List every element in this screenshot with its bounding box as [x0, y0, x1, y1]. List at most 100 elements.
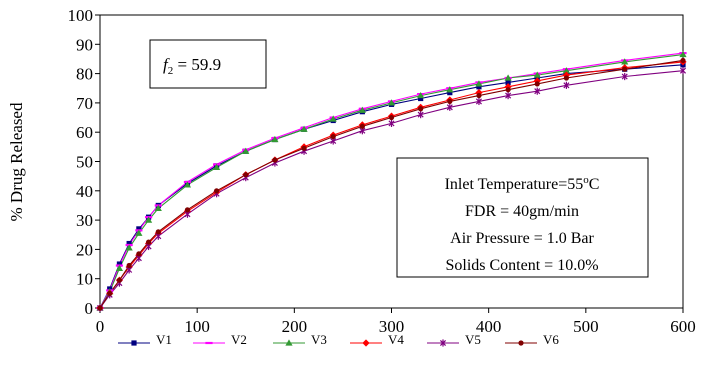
data-point-v6: [97, 305, 103, 311]
legend-label-v1: V1: [156, 332, 172, 347]
data-point-v6: [301, 145, 307, 151]
data-point-v3: [144, 216, 153, 223]
data-point-v5: [563, 81, 570, 89]
data-point-v1: [126, 240, 132, 247]
legend-marker-v5: [439, 339, 447, 347]
data-point-v5: [679, 67, 687, 75]
y-tick-label: 50: [76, 153, 93, 172]
f2-symbol: f: [163, 55, 170, 74]
data-point-v6: [563, 75, 570, 81]
y-tick-label: 80: [76, 65, 93, 84]
data-point-v5: [475, 97, 482, 106]
data-point-v6: [680, 57, 686, 64]
x-tick-label: 500: [573, 317, 599, 336]
data-point-v1: [447, 90, 453, 96]
f2-subscript: 2: [168, 65, 174, 77]
data-point-v6: [272, 157, 278, 163]
data-point-v1: [136, 226, 142, 232]
data-point-v3: [154, 204, 162, 211]
data-point-v5: [621, 72, 628, 81]
data-point-v6: [184, 207, 191, 213]
data-point-v3: [504, 74, 512, 81]
y-axis-title: % Drug Released: [7, 102, 26, 221]
conditions-annotation-box: Inlet Temperature=55oC FDR = 40gm/min Ai…: [396, 157, 649, 278]
data-point-v6: [214, 188, 220, 194]
x-tick-label: 600: [670, 317, 696, 336]
y-axis-title-group: % Drug Released: [7, 102, 26, 221]
data-point-v1: [476, 84, 482, 90]
data-point-v3: [329, 115, 337, 122]
data-point-v3: [115, 264, 124, 272]
legend-marker-v6: [518, 340, 524, 346]
axis-ticks: 0 100 200 300 400 500 600 0 10 20 30 40 50 60 70 80 90 10…: [68, 6, 696, 336]
legend-marker-v3: [285, 339, 293, 346]
y-tick-label: 30: [76, 211, 93, 230]
data-point-v6: [330, 133, 336, 140]
condition-air-pressure: Air Pressure = 1.0 Bar: [450, 230, 594, 247]
data-point-v3: [417, 91, 425, 99]
data-point-v1: [505, 79, 511, 85]
data-point-v6: [388, 114, 395, 121]
data-point-v3: [387, 99, 396, 106]
data-point-v3: [183, 181, 192, 188]
y-tick-label: 60: [76, 123, 93, 142]
data-point-v3: [358, 106, 366, 113]
y-tick-label: 10: [76, 270, 93, 289]
f2-annotation-box: f2 = 59.9: [149, 39, 267, 89]
y-tick-label: 0: [85, 299, 94, 318]
data-point-v6: [145, 239, 152, 245]
data-point-v6: [116, 277, 123, 283]
data-point-v6: [505, 87, 511, 93]
data-point-v6: [126, 262, 132, 269]
legend-label-v5: V5: [465, 332, 481, 347]
y-tick-label: 70: [76, 94, 93, 113]
data-point-v3: [446, 86, 454, 93]
data-point-v5: [534, 87, 541, 95]
data-point-v5: [446, 103, 453, 111]
data-point-v3: [125, 244, 133, 251]
legend-marker-v4: [362, 339, 370, 347]
data-point-v6: [622, 66, 628, 72]
data-point-v6: [243, 172, 249, 178]
legend-label-v2: V2: [231, 332, 247, 347]
x-tick-label: 400: [476, 317, 502, 336]
x-tick-label: 100: [184, 317, 210, 336]
data-point-v3: [300, 125, 308, 132]
data-point-v1: [418, 95, 424, 102]
data-point-v5: [388, 119, 395, 128]
condition-inlet-temperature: Inlet Temperature=55oC: [445, 174, 600, 193]
data-point-v6: [107, 290, 113, 296]
condition-inlet-temperature-text: Inlet Temperature=55: [445, 176, 584, 193]
legend: V1 V2 V3 V4 V5 V6: [118, 332, 559, 347]
data-point-v1: [116, 261, 123, 267]
data-point-v3: [475, 80, 483, 87]
data-point-v3: [242, 147, 250, 154]
f2-value: = 59.9: [173, 55, 221, 74]
data-point-v6: [418, 106, 424, 112]
f2-annotation: f2 = 59.9: [163, 55, 221, 77]
data-point-v6: [476, 92, 482, 99]
legend-marker-v1: [131, 340, 137, 346]
data-point-v3: [213, 163, 221, 170]
x-tick-label: 200: [282, 317, 308, 336]
legend-label-v4: V4: [388, 332, 404, 347]
data-point-v4: [504, 83, 512, 91]
x-tick-label: 300: [379, 317, 405, 336]
legend-label-v6: V6: [543, 332, 559, 347]
data-point-v6: [447, 98, 453, 105]
data-point-v3: [271, 135, 279, 143]
degree-symbol: o: [583, 174, 589, 186]
data-point-v3: [135, 229, 143, 236]
y-tick-label: 40: [76, 182, 93, 201]
data-point-v3: [621, 58, 629, 65]
data-point-v6: [136, 251, 142, 257]
data-point-v3: [562, 67, 570, 74]
x-tick-label: 0: [96, 317, 105, 336]
data-point-v6: [359, 123, 365, 129]
y-tick-label: 90: [76, 35, 93, 54]
condition-fdr: FDR = 40gm/min: [465, 203, 579, 220]
y-tick-label: 20: [76, 240, 93, 259]
data-point-v3: [679, 50, 687, 58]
legend-label-v3: V3: [311, 332, 327, 347]
